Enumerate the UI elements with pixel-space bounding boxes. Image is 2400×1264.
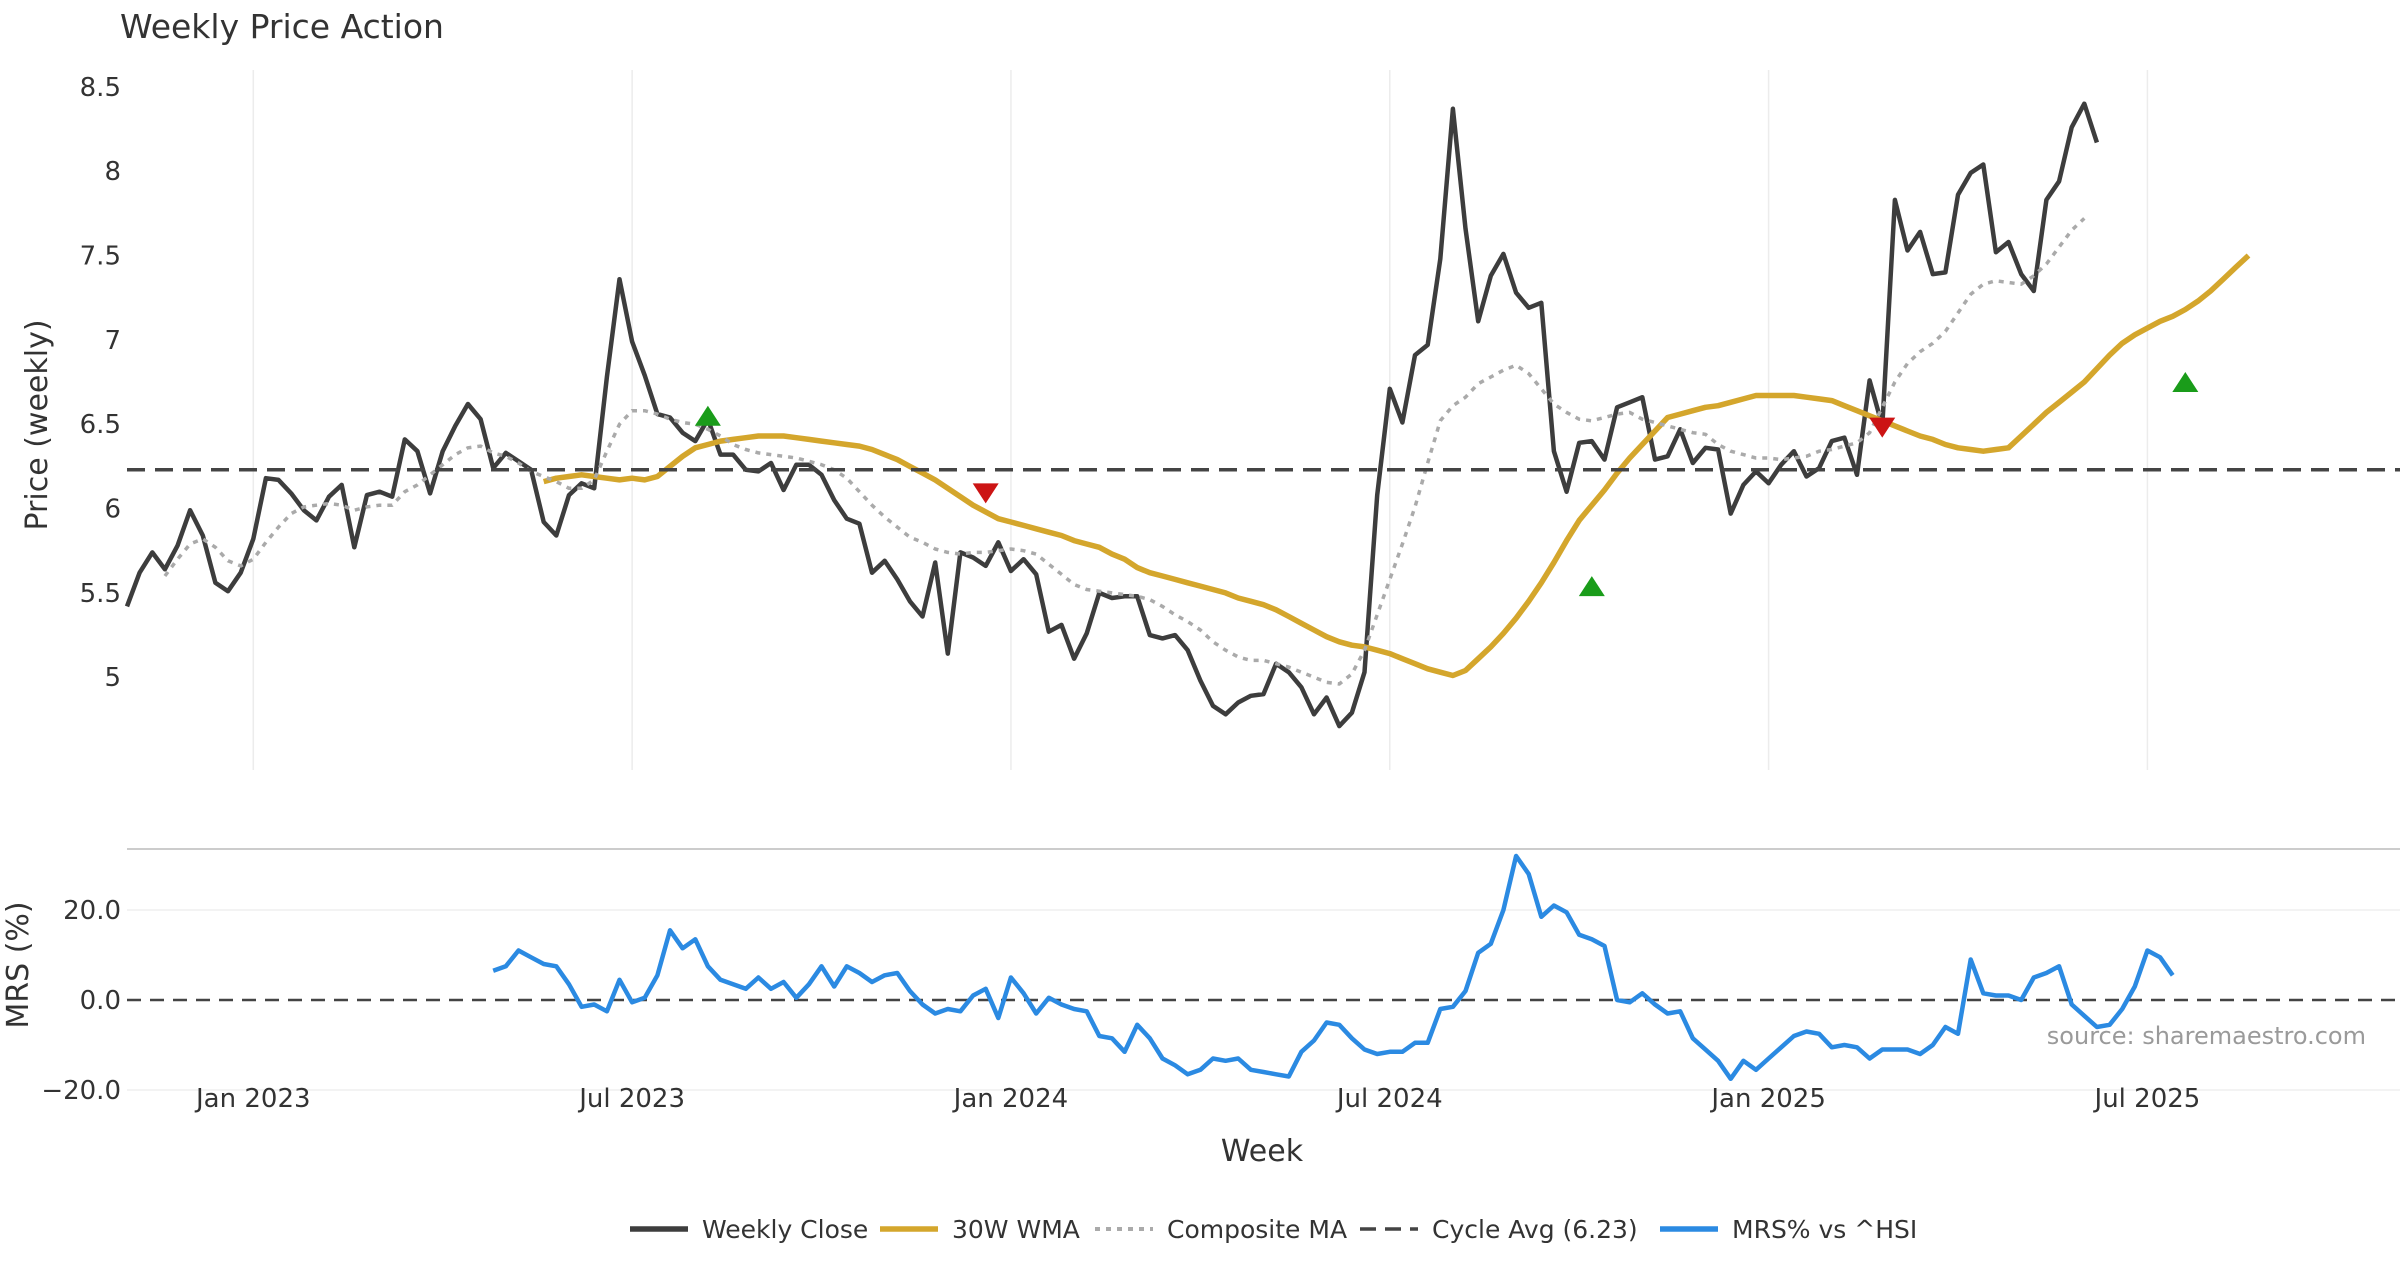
series-weekly-close: [124, 101, 2100, 729]
legend-label-0: Weekly Close: [702, 1215, 868, 1244]
price-y-tick-label: 8: [104, 157, 121, 187]
series-30w-wma: [542, 253, 2251, 679]
price-y-axis-label: Price (weekly): [20, 319, 55, 530]
buy-signal-marker-4: [2172, 372, 2199, 393]
price-series-group: [124, 101, 2400, 729]
sell-signal-marker-1: [972, 483, 999, 504]
watermark-text: source: sharemaestro.com: [2047, 1022, 2366, 1050]
buy-signal-marker-2: [1578, 576, 1605, 597]
series-composite-ma: [163, 217, 2086, 686]
price-y-tick-label: 8.5: [80, 73, 121, 103]
x-tick-labels: Jan 2023 Jul 2023 Jan 2024 Jul 2024 Jan 2025…: [194, 1084, 2200, 1114]
mrs-y-axis-label: MRS (%): [1, 901, 36, 1028]
price-y-tick-label: 5.5: [80, 579, 121, 609]
legend-label-2: Composite MA: [1167, 1215, 1347, 1244]
legend-label-4: MRS% vs ^HSI: [1732, 1215, 1917, 1244]
price-y-tick-labels: 5 5.5 6 6.5 7 7.5 8 8.5: [80, 73, 121, 693]
x-axis-label: Week: [1221, 1134, 1304, 1169]
mrs-series-group: [127, 853, 2400, 1082]
x-tick-label: Jul 2025: [2093, 1084, 2201, 1114]
mrs-y-tick-labels: −20.0 0.0 20.0: [41, 896, 121, 1106]
buy-signal-marker-0: [694, 405, 721, 426]
mrs-y-tick-label: 20.0: [63, 896, 121, 926]
x-tick-label: Jul 2024: [1335, 1084, 1443, 1114]
price-y-tick-label: 5: [104, 663, 121, 693]
price-y-tick-label: 7: [104, 326, 121, 356]
sell-signal-marker-3: [1869, 417, 1896, 438]
chart-title: Weekly Price Action: [120, 7, 444, 46]
series-mrs-vs-hsi: [492, 853, 2175, 1082]
x-tick-label: Jul 2023: [577, 1084, 685, 1114]
mrs-y-tick-label: 0.0: [80, 986, 121, 1016]
price-y-tick-label: 6: [104, 495, 121, 525]
mrs-y-tick-label: −20.0: [41, 1076, 121, 1106]
signal-markers: [694, 372, 2199, 597]
x-tick-label: Jan 2023: [194, 1084, 311, 1114]
x-tick-label: Jan 2025: [1709, 1084, 1826, 1114]
chart-legend: Weekly Close 30W WMA Composite MA Cycle Avg…: [630, 1215, 1917, 1244]
x-tick-label: Jan 2024: [952, 1084, 1069, 1114]
price-y-tick-label: 6.5: [80, 410, 121, 440]
price-y-tick-label: 7.5: [80, 242, 121, 272]
legend-label-1: 30W WMA: [952, 1215, 1080, 1244]
mrs-grid: [127, 909, 2400, 1091]
legend-label-3: Cycle Avg (6.23): [1432, 1215, 1638, 1244]
price-grid: [252, 70, 2149, 770]
